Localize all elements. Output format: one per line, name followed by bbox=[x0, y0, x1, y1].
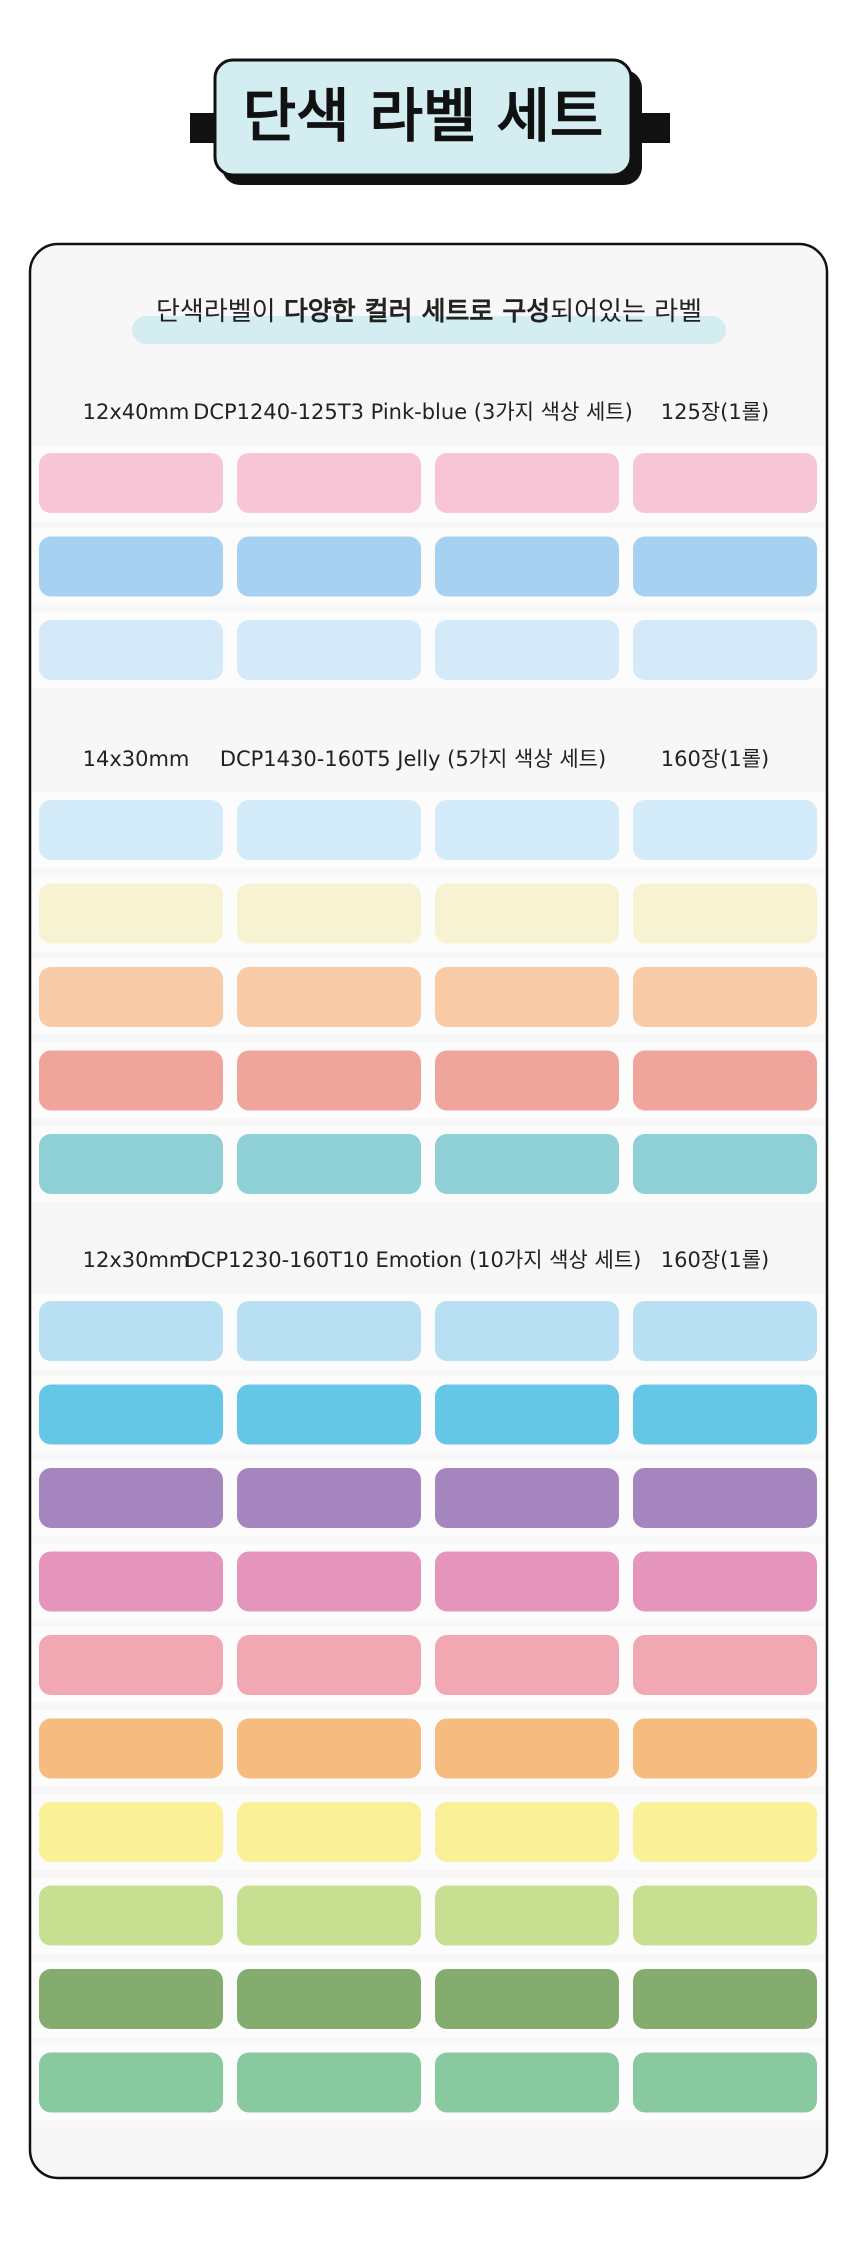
label-swatch bbox=[39, 1885, 223, 1946]
label-swatch bbox=[633, 1551, 817, 1612]
label-swatch bbox=[237, 1384, 421, 1445]
label-swatch bbox=[435, 1551, 619, 1612]
label-swatch bbox=[39, 967, 223, 1027]
label-swatch bbox=[435, 1468, 619, 1528]
label-swatch bbox=[633, 1718, 817, 1779]
label-swatch bbox=[39, 1384, 223, 1445]
label-swatch bbox=[237, 1468, 421, 1528]
label-swatch bbox=[39, 800, 223, 860]
label-swatch bbox=[39, 536, 223, 597]
label-swatch bbox=[435, 453, 619, 513]
label-swatch bbox=[633, 1050, 817, 1111]
label-swatch bbox=[633, 1384, 817, 1445]
label-swatch bbox=[39, 1802, 223, 1862]
label-swatch bbox=[39, 883, 223, 944]
label-swatch bbox=[39, 1718, 223, 1779]
subtitle-part: 단색라벨이 bbox=[156, 297, 284, 327]
label-swatch bbox=[237, 967, 421, 1027]
label-swatch bbox=[39, 1551, 223, 1612]
label-swatch bbox=[633, 1969, 817, 2029]
label-swatch bbox=[39, 1969, 223, 2029]
label-swatch bbox=[39, 1301, 223, 1361]
label-swatch bbox=[633, 967, 817, 1027]
label-swatch bbox=[237, 1134, 421, 1194]
label-swatch bbox=[435, 1718, 619, 1779]
label-swatch bbox=[39, 620, 223, 680]
label-swatch bbox=[39, 1134, 223, 1194]
sections: 12x40mm DCP1240-125T3 Pink-blue (3가지 색상 세… bbox=[32, 400, 825, 2121]
label-swatch bbox=[237, 620, 421, 680]
label-swatch bbox=[237, 1635, 421, 1695]
subtitle-part: 다양한 컬러 세트로 구성 bbox=[284, 297, 550, 327]
label-swatch bbox=[39, 1050, 223, 1111]
label-swatch bbox=[435, 2052, 619, 2113]
label-swatch bbox=[237, 536, 421, 597]
label-swatch bbox=[39, 1468, 223, 1528]
label-swatch bbox=[633, 536, 817, 597]
label-swatch bbox=[633, 800, 817, 860]
subtitle-highlight bbox=[132, 316, 726, 344]
label-swatch bbox=[237, 883, 421, 944]
label-swatch bbox=[237, 453, 421, 513]
label-swatch bbox=[633, 2052, 817, 2113]
label-swatch bbox=[237, 1551, 421, 1612]
label-swatch bbox=[237, 2052, 421, 2113]
section-name: DCP1240-125T3 Pink-blue (3가지 색상 세트) bbox=[193, 400, 633, 424]
section-quantity: 160장(1롤) bbox=[661, 747, 769, 771]
section-size: 14x30mm bbox=[83, 747, 190, 771]
label-swatch bbox=[39, 453, 223, 513]
label-swatch bbox=[435, 1050, 619, 1111]
label-swatch bbox=[39, 2052, 223, 2113]
label-swatch bbox=[237, 1301, 421, 1361]
label-swatch bbox=[435, 1802, 619, 1862]
label-swatch bbox=[435, 620, 619, 680]
label-swatch bbox=[435, 536, 619, 597]
label-swatch bbox=[237, 1802, 421, 1862]
label-swatch bbox=[633, 620, 817, 680]
label-swatch bbox=[633, 1635, 817, 1695]
label-swatch bbox=[435, 1301, 619, 1361]
label-swatch bbox=[435, 1134, 619, 1194]
label-swatch bbox=[633, 883, 817, 944]
title: 단색 라벨 세트 bbox=[243, 82, 604, 150]
badge bbox=[213, 58, 633, 177]
label-swatch bbox=[237, 1718, 421, 1779]
section-size: 12x30mm bbox=[83, 1248, 190, 1272]
section-quantity: 125장(1롤) bbox=[661, 400, 769, 424]
subtitle: 단색라벨이 다양한 컬러 세트로 구성되어있는 라벨 bbox=[156, 297, 702, 327]
label-swatch bbox=[237, 1885, 421, 1946]
label-swatch bbox=[237, 1050, 421, 1111]
label-swatch bbox=[633, 1885, 817, 1946]
label-swatch bbox=[633, 1301, 817, 1361]
label-swatch bbox=[435, 1969, 619, 2029]
section-size: 12x40mm bbox=[83, 400, 190, 424]
label-swatch bbox=[633, 1802, 817, 1862]
label-swatch bbox=[633, 1134, 817, 1194]
section-name: DCP1430-160T5 Jelly (5가지 색상 세트) bbox=[220, 747, 606, 771]
section-name: DCP1230-160T10 Emotion (10가지 색상 세트) bbox=[185, 1248, 642, 1272]
label-swatch bbox=[435, 883, 619, 944]
label-swatch bbox=[435, 1635, 619, 1695]
section-quantity: 160장(1롤) bbox=[661, 1248, 769, 1272]
label-swatch bbox=[633, 453, 817, 513]
label-swatch bbox=[237, 800, 421, 860]
subtitle-part: 되어있는 라벨 bbox=[550, 297, 702, 327]
label-swatch bbox=[39, 1635, 223, 1695]
label-swatch bbox=[435, 1885, 619, 1946]
label-swatch bbox=[237, 1969, 421, 2029]
label-swatch bbox=[435, 1384, 619, 1445]
label-swatch bbox=[435, 800, 619, 860]
label-swatch bbox=[435, 967, 619, 1027]
label-swatch bbox=[633, 1468, 817, 1528]
